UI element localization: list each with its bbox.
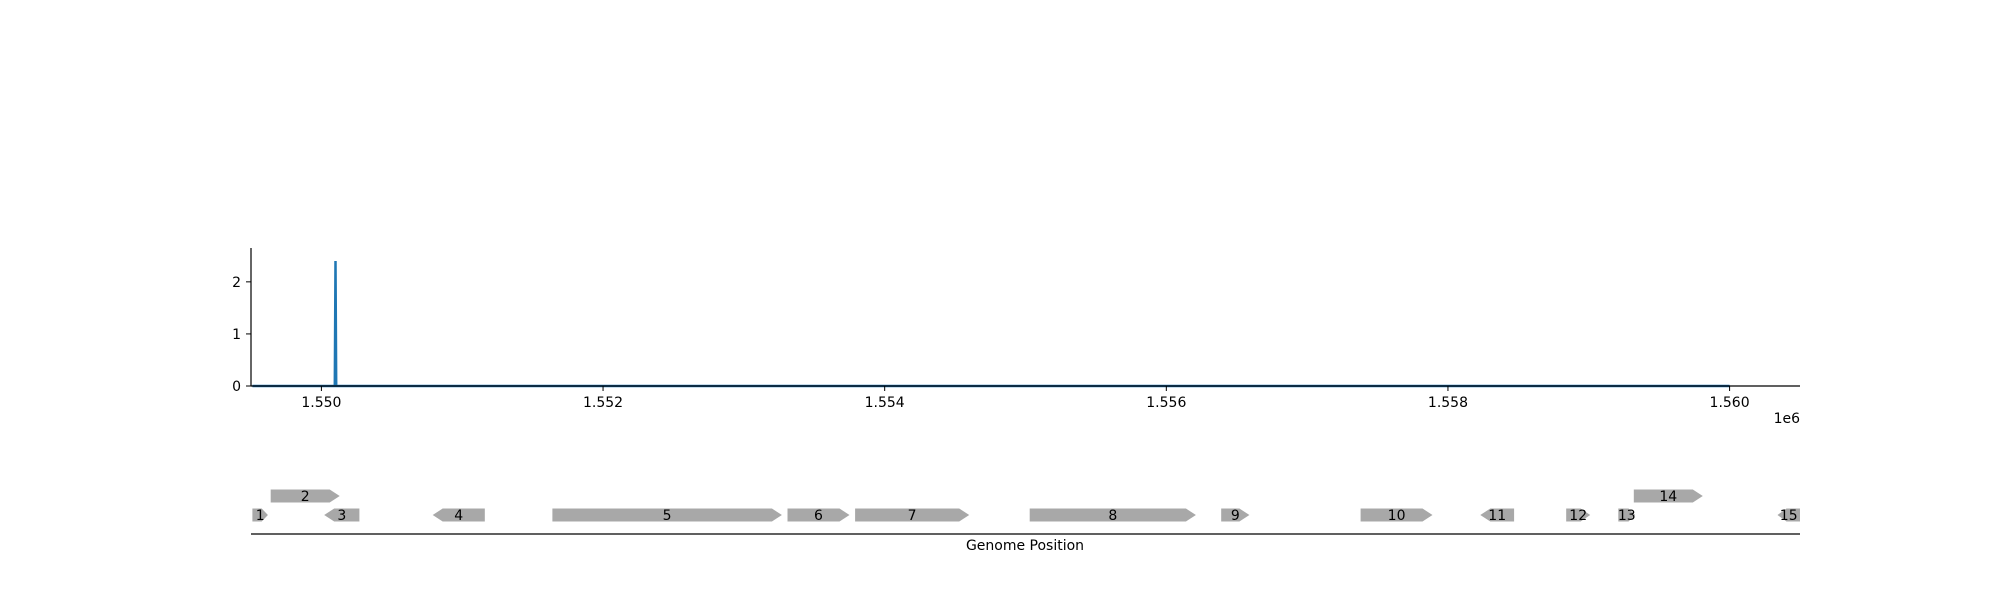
gene-feature-label-12: 12 xyxy=(1569,508,1587,524)
x-tick-label: 1.556 xyxy=(1146,395,1186,411)
gene-feature-label-7: 7 xyxy=(908,508,917,524)
gene-feature-label-13: 13 xyxy=(1618,508,1636,524)
gene-feature-12 xyxy=(1566,508,1591,522)
series-line-0 xyxy=(252,260,1730,388)
gene-feature-5 xyxy=(552,508,782,522)
gene-feature-label-8: 8 xyxy=(1108,508,1117,524)
x-ticks-group: 1.550 1.552 1.554 1.556 1.558 1.560 xyxy=(301,386,1750,411)
gene-feature-label-4: 4 xyxy=(454,508,463,524)
y-tick-label: 2 xyxy=(232,275,241,291)
gene-feature-label-14: 14 xyxy=(1659,489,1677,505)
gene-track-xlabel: Genome Position xyxy=(966,538,1084,554)
x-offset-label: 1e6 xyxy=(1774,411,1801,427)
gene-feature-label-6: 6 xyxy=(814,508,823,524)
gene-feature-4 xyxy=(432,508,485,522)
gene-feature-label-15: 15 xyxy=(1780,508,1798,524)
gene-feature-6 xyxy=(787,508,850,522)
gene-feature-1 xyxy=(252,508,268,522)
gene-feature-label-10: 10 xyxy=(1388,508,1406,524)
line-series-group xyxy=(252,260,1730,388)
gene-feature-14 xyxy=(1633,489,1703,503)
x-tick-label: 1.558 xyxy=(1428,395,1468,411)
gene-feature-label-5: 5 xyxy=(663,508,672,524)
gene-feature-2 xyxy=(270,489,340,503)
x-tick-label: 1.554 xyxy=(865,395,905,411)
x-tick-label: 1.552 xyxy=(583,395,623,411)
gene-feature-8 xyxy=(1029,508,1196,522)
gene-feature-15 xyxy=(1777,508,1800,522)
gene-feature-label-11: 11 xyxy=(1488,508,1506,524)
y-tick-label: 0 xyxy=(232,379,241,395)
gene-feature-11 xyxy=(1480,508,1515,522)
coverage-line-plot: 1.550 1.552 1.554 1.556 1.558 1.560 0 1 2 1e6 xyxy=(232,248,1800,427)
gene-feature-9 xyxy=(1221,508,1250,522)
gene-feature-label-1: 1 xyxy=(256,508,265,524)
gene-feature-label-9: 9 xyxy=(1231,508,1240,524)
gene-feature-label-3: 3 xyxy=(337,508,346,524)
gene-feature-7 xyxy=(855,508,970,522)
gene-feature-13 xyxy=(1618,508,1636,522)
gene-feature-label-2: 2 xyxy=(301,489,310,505)
x-tick-label: 1.560 xyxy=(1710,395,1750,411)
gene-feature-10 xyxy=(1360,508,1433,522)
x-tick-label: 1.550 xyxy=(301,395,341,411)
gene-feature-3 xyxy=(324,508,360,522)
y-tick-label: 1 xyxy=(232,327,241,343)
y-ticks-group: 0 1 2 xyxy=(232,275,251,395)
